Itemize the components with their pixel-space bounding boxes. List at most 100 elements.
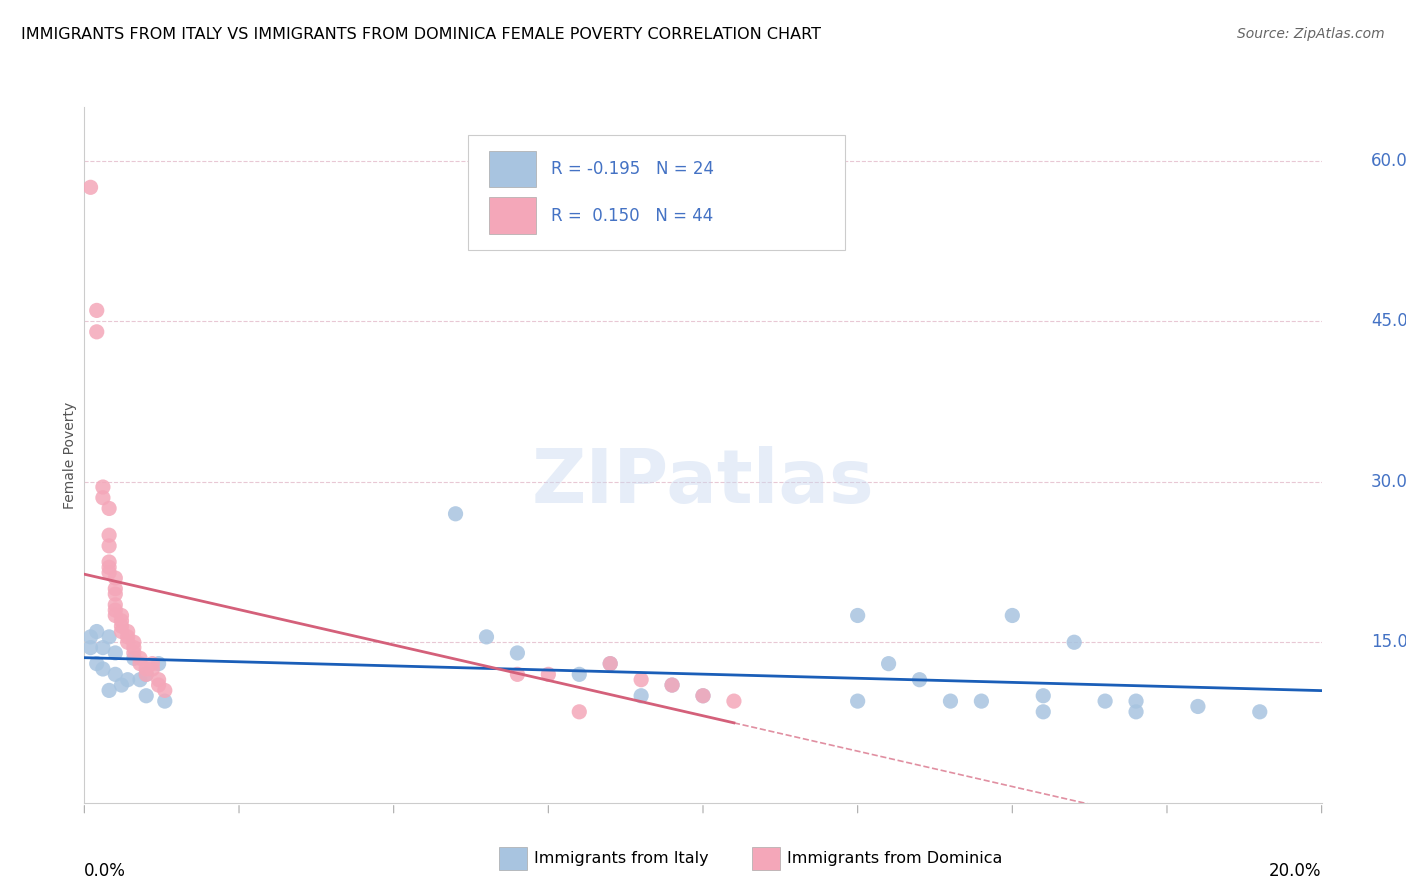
- Text: 30.0%: 30.0%: [1371, 473, 1406, 491]
- Point: [86, 657, 108, 671]
- Point: [1125, 705, 1147, 719]
- Text: ZIPatlas: ZIPatlas: [531, 446, 875, 519]
- Point: [135, 689, 157, 703]
- Point: [122, 646, 145, 660]
- Text: Source: ZipAtlas.com: Source: ZipAtlas.com: [1237, 27, 1385, 41]
- Point: [122, 635, 145, 649]
- Point: [568, 667, 591, 681]
- Point: [129, 651, 152, 665]
- Point: [939, 694, 962, 708]
- Point: [153, 694, 176, 708]
- Point: [98, 555, 121, 569]
- Point: [129, 673, 152, 687]
- Text: Immigrants from Dominica: Immigrants from Dominica: [787, 852, 1002, 866]
- Point: [506, 667, 529, 681]
- Point: [1125, 694, 1147, 708]
- Point: [104, 646, 127, 660]
- Point: [1187, 699, 1209, 714]
- Point: [475, 630, 498, 644]
- Point: [661, 678, 683, 692]
- Point: [537, 667, 560, 681]
- Point: [91, 480, 114, 494]
- Point: [91, 662, 114, 676]
- Point: [599, 657, 621, 671]
- FancyBboxPatch shape: [489, 151, 536, 187]
- Point: [104, 667, 127, 681]
- Point: [110, 619, 132, 633]
- Point: [98, 566, 121, 580]
- Point: [117, 635, 139, 649]
- Point: [91, 640, 114, 655]
- Point: [104, 608, 127, 623]
- Text: 0.0%: 0.0%: [84, 862, 127, 880]
- Text: 20.0%: 20.0%: [1270, 862, 1322, 880]
- Point: [661, 678, 683, 692]
- Point: [135, 667, 157, 681]
- Point: [104, 582, 127, 596]
- Point: [117, 673, 139, 687]
- Point: [117, 630, 139, 644]
- Point: [104, 603, 127, 617]
- Point: [692, 689, 714, 703]
- Point: [908, 673, 931, 687]
- Point: [110, 608, 132, 623]
- Point: [970, 694, 993, 708]
- Y-axis label: Female Poverty: Female Poverty: [63, 401, 77, 508]
- Point: [110, 678, 132, 692]
- Text: R =  0.150   N = 44: R = 0.150 N = 44: [551, 207, 713, 225]
- Point: [135, 662, 157, 676]
- Point: [122, 640, 145, 655]
- Point: [846, 608, 869, 623]
- FancyBboxPatch shape: [468, 135, 845, 250]
- Point: [129, 657, 152, 671]
- Point: [148, 678, 170, 692]
- Point: [86, 624, 108, 639]
- Point: [1094, 694, 1116, 708]
- Text: 15.0%: 15.0%: [1371, 633, 1406, 651]
- Text: Immigrants from Italy: Immigrants from Italy: [534, 852, 709, 866]
- Point: [141, 662, 163, 676]
- Point: [135, 667, 157, 681]
- Text: 60.0%: 60.0%: [1371, 152, 1406, 169]
- Point: [1001, 608, 1024, 623]
- Point: [148, 657, 170, 671]
- Point: [1063, 635, 1085, 649]
- Text: R = -0.195   N = 24: R = -0.195 N = 24: [551, 160, 714, 178]
- Point: [98, 539, 121, 553]
- Point: [846, 694, 869, 708]
- Point: [444, 507, 467, 521]
- Point: [104, 598, 127, 612]
- Point: [877, 657, 900, 671]
- Point: [692, 689, 714, 703]
- Point: [141, 657, 163, 671]
- Point: [110, 614, 132, 628]
- Point: [104, 587, 127, 601]
- Point: [86, 325, 108, 339]
- Point: [98, 501, 121, 516]
- Point: [117, 624, 139, 639]
- Point: [506, 646, 529, 660]
- Point: [630, 689, 652, 703]
- Point: [79, 640, 101, 655]
- Text: IMMIGRANTS FROM ITALY VS IMMIGRANTS FROM DOMINICA FEMALE POVERTY CORRELATION CHA: IMMIGRANTS FROM ITALY VS IMMIGRANTS FROM…: [21, 27, 821, 42]
- Point: [122, 651, 145, 665]
- Point: [599, 657, 621, 671]
- Point: [79, 630, 101, 644]
- Point: [110, 624, 132, 639]
- Point: [153, 683, 176, 698]
- Point: [723, 694, 745, 708]
- Point: [1032, 689, 1054, 703]
- Point: [630, 673, 652, 687]
- Point: [91, 491, 114, 505]
- Point: [86, 303, 108, 318]
- Point: [568, 705, 591, 719]
- Point: [98, 528, 121, 542]
- FancyBboxPatch shape: [489, 197, 536, 234]
- Point: [148, 673, 170, 687]
- Point: [1249, 705, 1271, 719]
- Point: [79, 180, 101, 194]
- Point: [98, 630, 121, 644]
- Text: 45.0%: 45.0%: [1371, 312, 1406, 330]
- Point: [104, 571, 127, 585]
- Point: [1032, 705, 1054, 719]
